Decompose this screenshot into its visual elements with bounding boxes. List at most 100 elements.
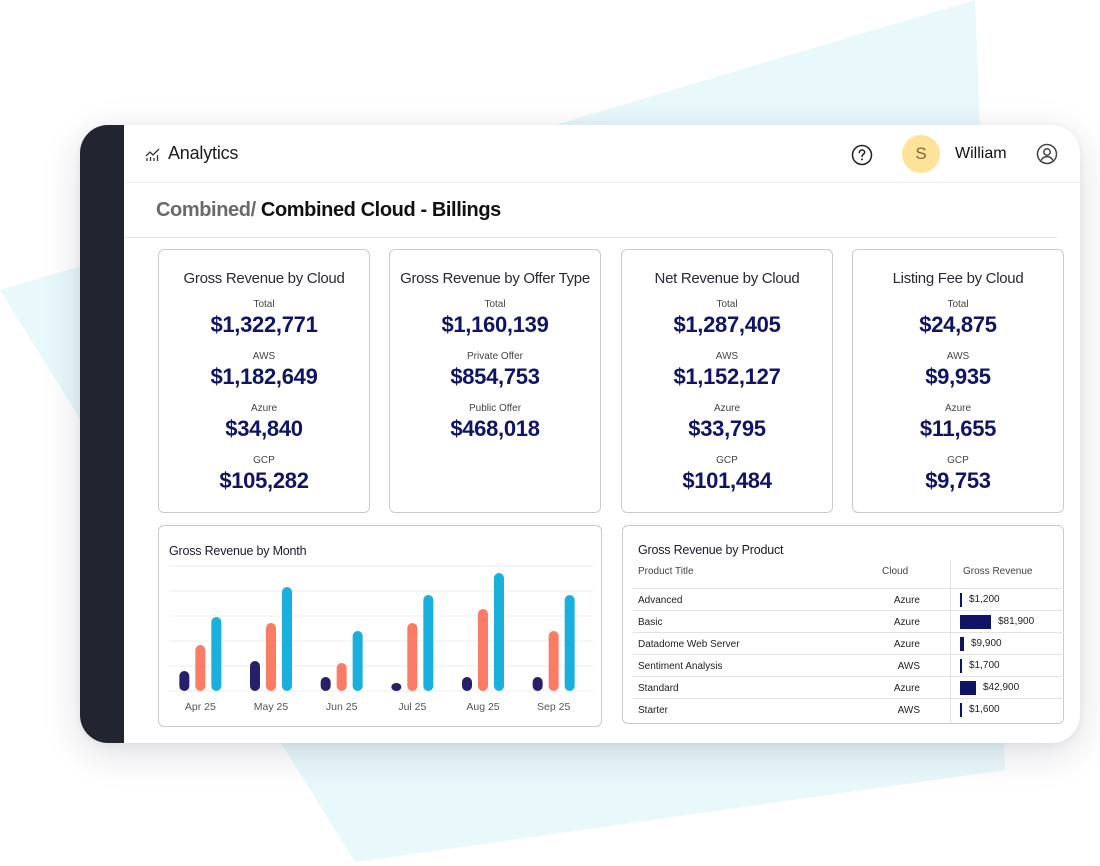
bar-may-25-series-1[interactable]	[250, 661, 260, 691]
gross-revenue-value: $1,200	[969, 594, 1000, 605]
revenue-bar	[960, 681, 976, 695]
bar-sep-25-series-3[interactable]	[564, 595, 575, 691]
metric-label: Azure	[944, 403, 972, 414]
metric-value: $854,753	[450, 364, 540, 389]
gross-revenue-value: $1,700	[969, 660, 1000, 671]
bar-jun-25-series-2[interactable]	[336, 663, 347, 691]
bar-aug-25-series-3[interactable]	[494, 573, 504, 691]
bar-apr-25-series-2[interactable]	[195, 645, 206, 691]
metric-label: Total	[947, 299, 969, 310]
revenue-bar	[960, 659, 962, 673]
cloud-cell: Azure	[893, 639, 920, 650]
x-axis-tick-label: Jul 25	[398, 701, 426, 713]
card-net-revenue-by-cloud[interactable]: Net Revenue by Cloud Total $1,287,405 AW…	[621, 249, 833, 513]
column-header-gross-revenue[interactable]: Gross Revenue	[963, 566, 1033, 577]
bar-may-25-series-3[interactable]	[282, 587, 292, 691]
revenue-bar	[960, 593, 962, 607]
app-title-label: Analytics	[168, 143, 239, 163]
user-circle-icon[interactable]	[1036, 143, 1058, 165]
x-axis-tick-label: Jun 25	[326, 701, 358, 713]
cloud-cell: Azure	[893, 595, 920, 606]
bar-apr-25-series-3[interactable]	[211, 617, 222, 691]
metric-value: $24,875	[919, 312, 997, 337]
breadcrumb: Combined/ Combined Cloud - Billings	[156, 199, 501, 222]
x-axis-tick-label: May 25	[254, 701, 289, 713]
metric-value: $105,282	[219, 468, 309, 493]
cloud-cell: AWS	[897, 661, 920, 672]
breadcrumb-parent[interactable]: Combined/	[156, 199, 256, 221]
metric-value: $1,182,649	[210, 364, 318, 389]
help-circle-icon[interactable]	[851, 144, 873, 166]
metric-label: Public Offer	[468, 403, 522, 414]
user-name[interactable]: William	[955, 145, 1007, 162]
card-title: Gross Revenue by Cloud	[183, 270, 345, 287]
page-title: Combined Cloud - Billings	[260, 199, 501, 221]
product-table-panel: Gross Revenue by Product Product Title C…	[622, 525, 1064, 724]
app-title[interactable]: Analytics	[144, 143, 238, 164]
bar-aug-25-series-2[interactable]	[478, 609, 488, 691]
table-row[interactable]: Basic Azure $81,900	[633, 610, 1064, 632]
sidebar	[80, 125, 124, 743]
bar-apr-25-series-1[interactable]	[179, 671, 190, 691]
dashboard-window: Analytics S William Combined/ Combined C…	[80, 125, 1080, 743]
bar-jul-25-series-1[interactable]	[391, 683, 402, 691]
gross-revenue-value: $9,900	[971, 638, 1002, 649]
column-header-product-title[interactable]: Product Title	[638, 566, 694, 577]
bar-aug-25-series-1[interactable]	[462, 677, 472, 691]
table-row[interactable]: Sentiment Analysis AWS $1,700	[633, 654, 1064, 676]
divider	[124, 237, 1057, 238]
metric-label: Private Offer	[467, 351, 523, 362]
metric-label: GCP	[253, 455, 275, 466]
cloud-cell: Azure	[893, 617, 920, 628]
card-title: Net Revenue by Cloud	[654, 270, 800, 287]
metric-value: $468,018	[450, 416, 540, 441]
revenue-bar	[960, 703, 962, 717]
table-row[interactable]: Starter AWS $1,600	[633, 698, 1064, 720]
product-title-cell: Basic	[638, 617, 663, 628]
x-axis-tick-label: Sep 25	[537, 701, 570, 713]
card-listing-fee-by-cloud[interactable]: Listing Fee by Cloud Total $24,875 AWS $…	[852, 249, 1064, 513]
gross-revenue-by-month-chart: Apr 25 May 25 Jun 25 Jul 25 Aug 25 Sep 25	[169, 565, 593, 713]
card-gross-revenue-by-cloud[interactable]: Gross Revenue by Cloud Total $1,322,771 …	[158, 249, 370, 513]
bar-jun-25-series-1[interactable]	[320, 677, 331, 691]
table-row[interactable]: Datadome Web Server Azure $9,900	[633, 632, 1064, 654]
metric-label: AWS	[946, 351, 970, 362]
product-title-cell: Sentiment Analysis	[638, 661, 723, 672]
bar-may-25-series-2[interactable]	[266, 623, 276, 691]
card-gross-revenue-by-offer-type[interactable]: Gross Revenue by Offer Type Total $1,160…	[389, 249, 601, 513]
product-title-cell: Datadome Web Server	[638, 639, 740, 650]
gross-revenue-value: $1,600	[969, 704, 1000, 715]
bar-sep-25-series-1[interactable]	[532, 677, 543, 691]
x-axis-tick-label: Apr 25	[185, 701, 216, 713]
column-header-cloud[interactable]: Cloud	[882, 566, 909, 577]
bar-jul-25-series-3[interactable]	[423, 595, 434, 691]
card-title: Listing Fee by Cloud	[892, 270, 1024, 287]
metric-value: $9,753	[925, 468, 991, 493]
card-title: Gross Revenue by Offer Type	[400, 270, 590, 287]
metric-label: Total	[253, 299, 275, 310]
x-axis-tick-label: Aug 25	[466, 701, 499, 713]
metric-value: $11,655	[919, 416, 997, 441]
product-title-cell: Starter	[638, 705, 669, 716]
metric-value: $9,935	[925, 364, 991, 389]
metric-value: $1,152,127	[673, 364, 781, 389]
column-divider	[950, 560, 951, 724]
metric-label: GCP	[716, 455, 738, 466]
metric-value: $101,484	[682, 468, 772, 493]
metric-value: $1,322,771	[210, 312, 318, 337]
revenue-bar	[960, 637, 964, 651]
chart-title: Gross Revenue by Month	[169, 544, 307, 558]
product-title-cell: Advanced	[638, 595, 683, 606]
bar-jun-25-series-3[interactable]	[352, 631, 363, 691]
metric-value: $1,287,405	[673, 312, 781, 337]
gross-revenue-value: $42,900	[983, 682, 1020, 693]
table-row[interactable]: Standard Azure $42,900	[633, 676, 1064, 698]
bar-jul-25-series-2[interactable]	[407, 623, 418, 691]
bar-sep-25-series-2[interactable]	[548, 631, 559, 691]
revenue-bar	[960, 615, 991, 629]
table-row[interactable]: Advanced Azure $1,200	[633, 588, 1064, 610]
product-title-cell: Standard	[638, 683, 679, 694]
metric-value: $34,840	[225, 416, 303, 441]
metric-label: GCP	[947, 455, 969, 466]
avatar[interactable]: S	[902, 135, 940, 173]
